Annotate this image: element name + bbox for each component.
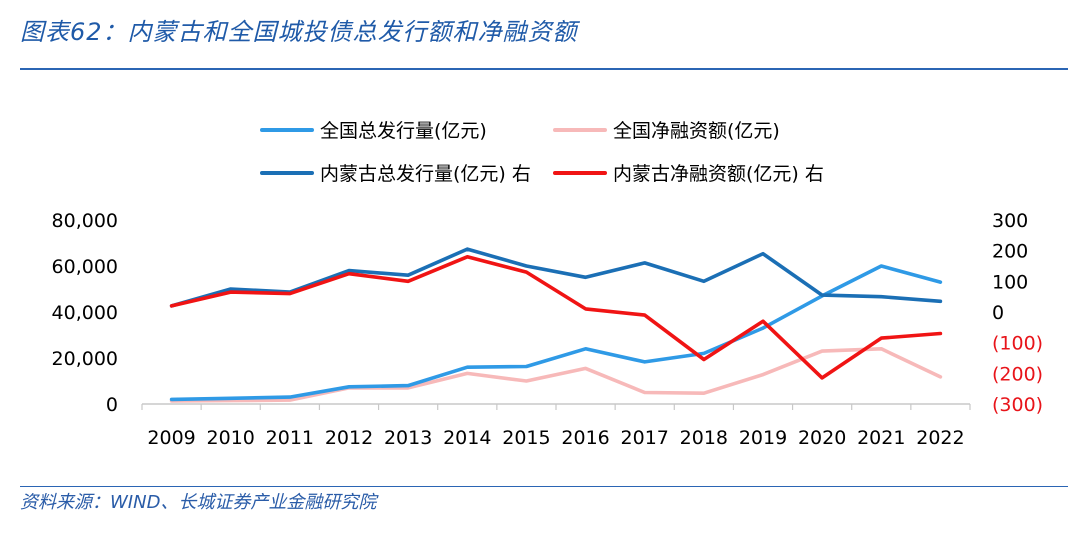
x-tick-label: 2022 <box>916 427 964 449</box>
x-tick-label: 2012 <box>325 427 373 449</box>
legend-label-national-total: 全国总发行量(亿元) <box>320 120 487 142</box>
y-right-tick-label: 200 <box>992 241 1028 263</box>
x-tick-label: 2014 <box>443 427 491 449</box>
x-tick-label: 2011 <box>266 427 314 449</box>
line-chart: 全国总发行量(亿元) 全国净融资额(亿元) 内蒙古总发行量(亿元) 右 内蒙古净融资额… <box>52 120 1044 449</box>
y-left-tick-label: 80,000 <box>52 210 118 232</box>
figure-title: 图表62：内蒙古和全国城投债总发行额和净融资额 <box>20 18 578 46</box>
x-tick-label: 2019 <box>739 427 787 449</box>
legend-label-nm-total: 内蒙古总发行量(亿元) 右 <box>320 163 531 185</box>
x-tick-label: 2013 <box>384 427 432 449</box>
bottom-divider <box>20 486 1068 487</box>
series-line-national-total <box>169 264 943 402</box>
chart-series <box>169 247 943 403</box>
source-note: 资料来源：WIND、长城证券产业金融研究院 <box>20 492 377 513</box>
y-left-tick-label: 0 <box>106 394 118 416</box>
series-line-national-net <box>169 346 943 403</box>
chart-axes: 2009 2010 2011 2012 2013 2014 2015 2016 2017 2018… <box>52 210 1044 449</box>
x-tick-label: 2015 <box>502 427 550 449</box>
y-right-tick-label: 100 <box>992 271 1028 293</box>
x-tick-label: 2017 <box>621 427 669 449</box>
chart-legend: 全国总发行量(亿元) 全国净融资额(亿元) 内蒙古总发行量(亿元) 右 内蒙古净融资额… <box>260 120 824 185</box>
legend-label-nm-net: 内蒙古净融资额(亿元) 右 <box>613 163 824 185</box>
y-left-tick-label: 40,000 <box>52 302 118 324</box>
top-divider <box>20 68 1068 70</box>
y-right-tick-label: (300) <box>992 394 1043 416</box>
y-right-tick-label: 300 <box>992 210 1028 232</box>
series-line-nm-net <box>169 254 943 380</box>
y-right-tick-label: (200) <box>992 363 1043 385</box>
y-left-tick-label: 20,000 <box>52 348 118 370</box>
y-left-tick-label: 60,000 <box>52 256 118 278</box>
x-tick-label: 2018 <box>680 427 728 449</box>
x-tick-label: 2021 <box>857 427 905 449</box>
y-right-tick-label: (100) <box>992 333 1043 355</box>
x-tick-label: 2009 <box>147 427 195 449</box>
x-tick-label: 2020 <box>798 427 846 449</box>
y-right-tick-label: 0 <box>992 302 1004 324</box>
legend-label-national-net: 全国净融资额(亿元) <box>613 120 780 142</box>
series-line-nm-total <box>169 247 943 308</box>
x-tick-label: 2016 <box>561 427 609 449</box>
x-tick-label: 2010 <box>207 427 255 449</box>
